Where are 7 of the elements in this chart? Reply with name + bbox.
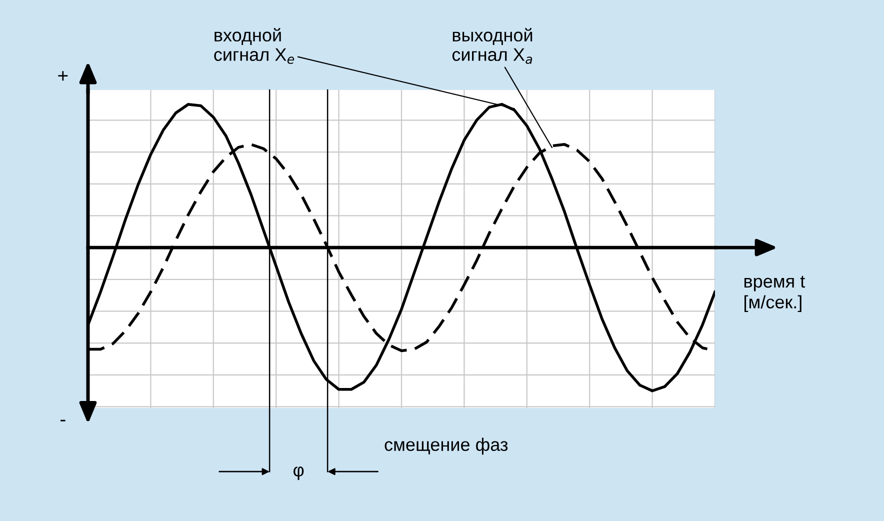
text: φ [293, 466, 304, 480]
text: смещение фаз [384, 438, 508, 455]
text: + [58, 71, 68, 81]
text: выходной сигнал X$_{a}$ [452, 28, 532, 64]
x-axis-title: время t [м/сек.] [744, 276, 805, 312]
text: - [60, 420, 66, 422]
text: входной сигнал X$_{e}$ [214, 28, 294, 64]
